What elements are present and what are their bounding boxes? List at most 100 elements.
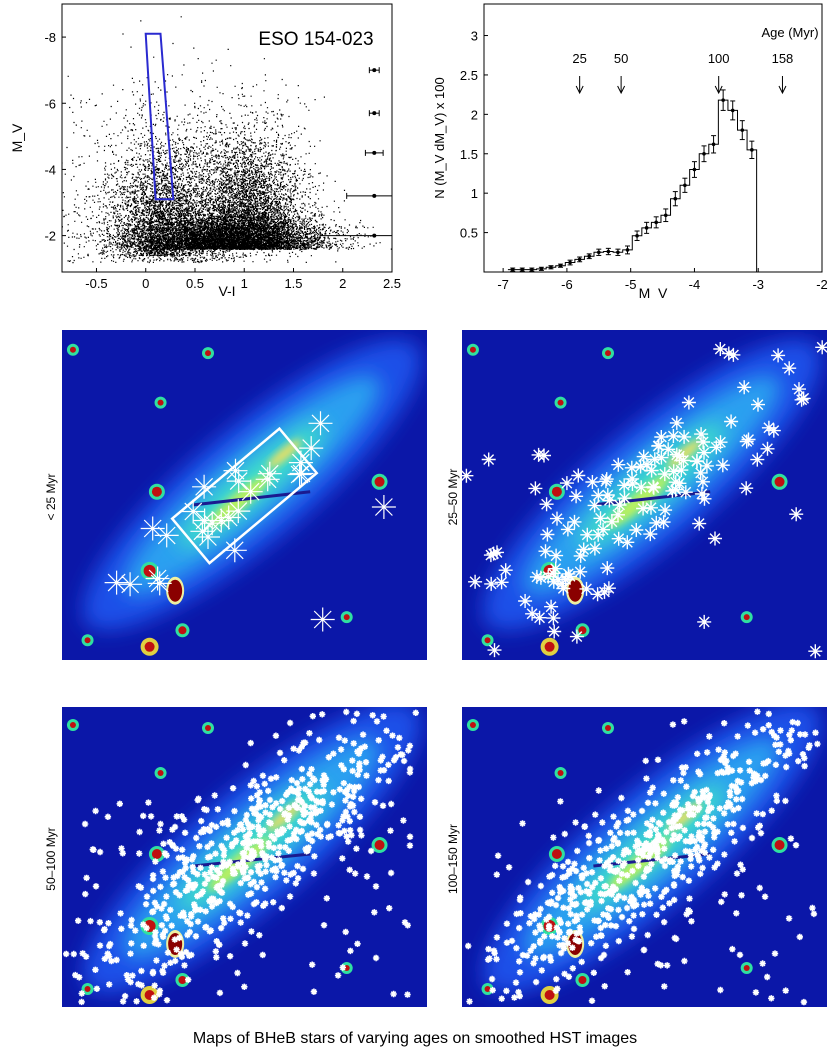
hist-y-tick-label: 2 bbox=[471, 107, 478, 122]
hist-point bbox=[530, 267, 534, 272]
galaxy-hotspot bbox=[667, 439, 702, 469]
hist-point bbox=[577, 257, 582, 262]
point-source bbox=[605, 725, 611, 731]
map-panel-3 bbox=[62, 707, 427, 1037]
hist-step-line bbox=[507, 99, 758, 272]
hist-y-tick-label: 1 bbox=[471, 186, 478, 201]
age-marker-label: 25 bbox=[572, 51, 586, 66]
point-source bbox=[84, 986, 91, 992]
cmd-y-tick-label: -2 bbox=[44, 229, 56, 244]
cmd-error-point bbox=[372, 233, 377, 238]
cmd-title: ESO 154-023 bbox=[258, 29, 373, 50]
map-image-4 bbox=[462, 707, 827, 1007]
hist-point bbox=[606, 249, 611, 254]
point-source bbox=[157, 399, 164, 406]
hist-point bbox=[721, 98, 725, 102]
cmd-x-tick-label: 2.5 bbox=[383, 276, 401, 291]
cmd-x-axis-label: V-I bbox=[218, 283, 235, 299]
point-source bbox=[743, 614, 750, 621]
cmd-y-ticks: -8 -6 -4 -2 bbox=[44, 30, 66, 244]
bheb-star-markers bbox=[63, 708, 419, 1006]
point-source bbox=[157, 770, 164, 776]
age-marker-label: 158 bbox=[772, 51, 794, 66]
point-source bbox=[774, 476, 785, 487]
map-panel-1 bbox=[62, 330, 427, 660]
point-source bbox=[178, 626, 187, 635]
point-source bbox=[205, 350, 211, 357]
hist-point bbox=[568, 260, 572, 265]
hist-x-tick-label: -6 bbox=[561, 277, 573, 292]
cmd-x-ticks: -0.5 0 0.5 1 1.5 2 2.5 bbox=[85, 268, 401, 291]
age-marker-arrowhead bbox=[617, 85, 626, 95]
map-image-3 bbox=[62, 707, 427, 1007]
hist-point bbox=[730, 108, 735, 113]
point-source bbox=[84, 637, 91, 644]
bheb-star-path bbox=[63, 708, 419, 1006]
region-box-outline bbox=[170, 426, 319, 565]
cmd-x-tick-label: -0.5 bbox=[85, 276, 107, 291]
bheb-star-path bbox=[462, 340, 827, 659]
hist-x-axis-label: M_V bbox=[639, 285, 668, 300]
hist-point bbox=[539, 267, 544, 271]
age-marker-arrowhead bbox=[575, 85, 584, 95]
point-source bbox=[605, 350, 611, 357]
cmd-error-bars bbox=[319, 67, 393, 239]
bheb-star-markers bbox=[462, 340, 827, 659]
hist-error-bars bbox=[510, 89, 755, 272]
hist-y-tick-label: 2.5 bbox=[460, 68, 478, 83]
hist-point bbox=[587, 254, 592, 259]
hist-point bbox=[654, 220, 658, 225]
hist-point bbox=[644, 226, 649, 230]
cmd-x-tick-label: 0 bbox=[142, 276, 149, 291]
cmd-star-points bbox=[62, 16, 392, 264]
cmd-x-tick-label: 1.5 bbox=[284, 276, 302, 291]
hist-point bbox=[711, 142, 716, 147]
bright-source bbox=[544, 990, 555, 1000]
cmd-x-tick-label: 1 bbox=[241, 276, 248, 291]
hist-point bbox=[750, 148, 754, 152]
hist-y-tick-label: 3 bbox=[471, 29, 478, 44]
hist-point bbox=[625, 248, 630, 252]
cmd-error-point bbox=[372, 150, 377, 155]
map-label-2: 25–50 Myr bbox=[446, 468, 460, 526]
bheb-star-path bbox=[104, 411, 396, 632]
cmd-error-point bbox=[372, 193, 377, 198]
bheb-star-markers bbox=[104, 411, 396, 632]
hist-y-axis-label: N (M_V dM_V) x 100 bbox=[432, 77, 447, 198]
map-label-4: 100–150 Myr bbox=[446, 823, 460, 895]
cmd-x-tick-label: 2 bbox=[339, 276, 346, 291]
bright-source bbox=[144, 641, 155, 652]
cmd-y-axis-label: M_V bbox=[9, 123, 25, 152]
map-label-1: < 25 Myr bbox=[44, 473, 58, 521]
hist-point bbox=[635, 233, 639, 238]
bright-cluster bbox=[568, 579, 583, 602]
age-marker-label: 50 bbox=[614, 51, 628, 66]
bheb-star-markers bbox=[465, 708, 821, 1006]
hist-point bbox=[663, 213, 668, 218]
point-source bbox=[557, 399, 564, 406]
cmd-y-tick-label: -4 bbox=[44, 162, 56, 177]
point-source bbox=[484, 637, 491, 644]
hist-x-tick-label: -2 bbox=[816, 277, 828, 292]
hist-axes-frame bbox=[483, 3, 823, 273]
point-source bbox=[578, 976, 587, 984]
hist-point bbox=[702, 151, 706, 156]
cmd-error-point bbox=[372, 111, 377, 116]
point-source bbox=[484, 986, 491, 992]
hist-point bbox=[558, 263, 563, 268]
cmd-axes-frame bbox=[61, 3, 393, 273]
map-panel-4 bbox=[462, 707, 827, 1037]
bright-cluster bbox=[168, 579, 183, 602]
hist-x-tick-label: -7 bbox=[497, 277, 509, 292]
hist-x-ticks: -7 -6 -5 -4 -3 -2 bbox=[497, 268, 828, 292]
luminosity-function-histogram: -7 -6 -5 -4 -3 -2 0.5 1 1.5 2 2.5 3 25 50 100 158 Age… bbox=[432, 3, 828, 300]
map-panel-2 bbox=[462, 330, 827, 660]
point-source bbox=[551, 486, 562, 497]
age-markers: 25 50 100 158 bbox=[572, 51, 794, 95]
hist-x-tick-label: -4 bbox=[689, 277, 701, 292]
age-annotation-title: Age (Myr) bbox=[761, 25, 818, 40]
hist-point bbox=[683, 183, 687, 188]
cmd-error-point bbox=[372, 68, 377, 73]
point-source bbox=[374, 840, 385, 850]
chip-gap bbox=[593, 490, 711, 507]
